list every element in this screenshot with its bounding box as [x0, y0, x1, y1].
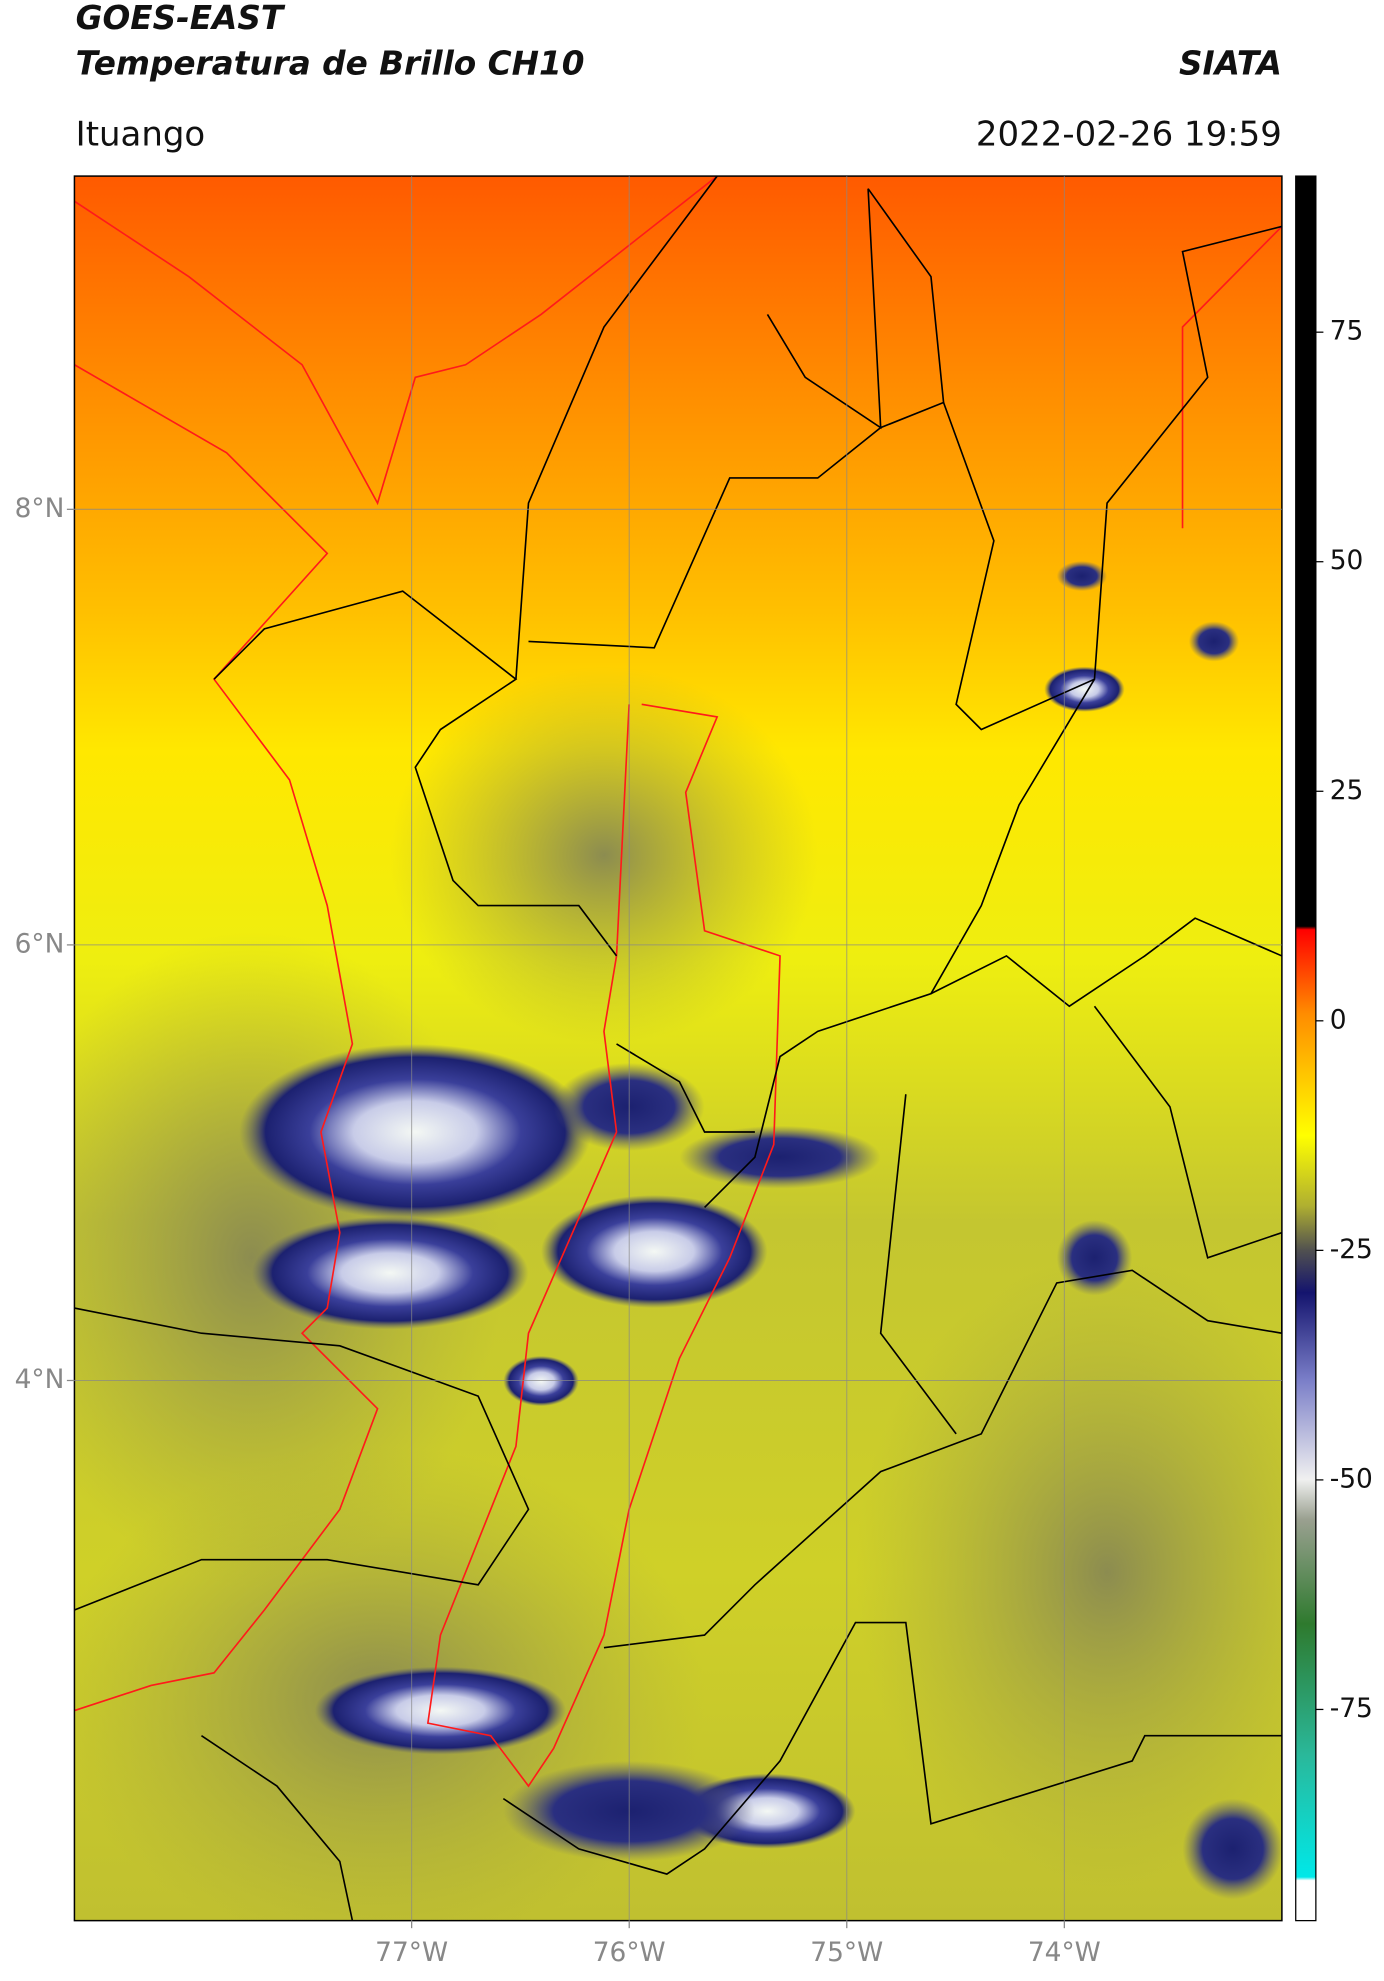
colorbar-tick-label: 75	[1330, 316, 1364, 347]
colorbar-tick-label: -25	[1330, 1234, 1373, 1265]
subtitle: Temperatura de Brillo CH10	[76, 44, 585, 82]
satellite-image	[74, 176, 1282, 1921]
map-frame	[73, 175, 1283, 1922]
title: GOES-EAST	[76, 0, 286, 37]
organization: SIATA	[1179, 44, 1282, 82]
colorbar-tick-label: 0	[1330, 1004, 1347, 1035]
colorbar	[1295, 175, 1317, 1922]
colorbar-tick-label: -75	[1330, 1693, 1373, 1724]
colorbar-tick-label: -50	[1330, 1463, 1373, 1494]
lon-tick-label: 77°W	[375, 1937, 448, 1968]
region: Ituango	[76, 114, 206, 154]
colorbar-tick-label: 25	[1330, 775, 1364, 806]
colorbar-tick-label: 50	[1330, 545, 1364, 576]
lat-tick-label: 8°N	[15, 493, 65, 524]
lon-tick-label: 76°W	[593, 1937, 666, 1968]
lon-tick-label: 74°W	[1028, 1937, 1101, 1968]
datetime: 2022-02-26 19:59	[976, 114, 1282, 154]
lat-tick-label: 6°N	[15, 928, 65, 959]
lon-tick-label: 75°W	[810, 1937, 883, 1968]
lat-tick-label: 4°N	[15, 1364, 65, 1395]
